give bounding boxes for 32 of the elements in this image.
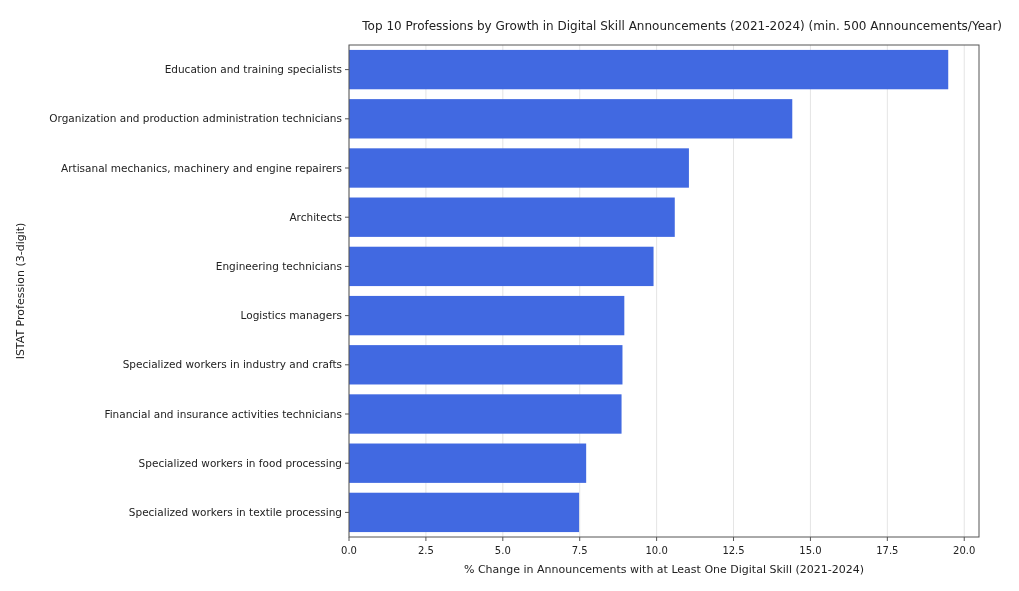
- y-axis-title: ISTAT Profession (3-digit): [14, 222, 27, 360]
- bar: [349, 345, 623, 385]
- bar: [349, 49, 949, 90]
- x-tick-label: 0.0: [341, 545, 357, 556]
- y-tick-label: Specialized workers in textile processing: [128, 506, 342, 519]
- bar: [349, 99, 793, 139]
- y-tick-label: Architects: [289, 210, 342, 223]
- x-tick-label: 10.0: [645, 545, 668, 556]
- y-tick-label: Specialized workers in industry and crafts: [122, 358, 342, 371]
- bar: [349, 246, 654, 287]
- y-tick-label: Artisanal mechanics, machinery and engine repairers: [61, 161, 342, 174]
- x-tick-label: 12.5: [722, 545, 745, 556]
- y-tick-label: Logistics managers: [240, 309, 342, 322]
- x-tick-label: 2.5: [417, 545, 434, 556]
- bar: [349, 197, 675, 237]
- x-tick-label: 7.5: [571, 545, 588, 556]
- chart-title: Top 10 Professions by Growth in Digital Skill Announcements (2021-2024) (min. 500 Announcements/Year): [361, 19, 1002, 33]
- y-tick-label: Engineering technicians: [215, 260, 342, 273]
- bar: [349, 148, 689, 188]
- x-tick-label: 5.0: [494, 545, 511, 556]
- y-tick-label: Specialized workers in food processing: [138, 456, 342, 469]
- bar: [349, 394, 622, 434]
- bar: [349, 443, 587, 483]
- y-tick-label: Organization and production administration technicians: [49, 112, 342, 125]
- x-tick-label: 17.5: [876, 545, 899, 556]
- y-tick-label: Education and training specialists: [164, 63, 342, 76]
- x-axis-title: % Change in Announcements with at Least One Digital Skill (2021-2024): [463, 563, 865, 576]
- x-tick-label: 15.0: [799, 545, 822, 556]
- x-tick-label: 20.0: [953, 545, 976, 556]
- bar: [349, 492, 580, 533]
- bar: [349, 295, 625, 336]
- y-tick-label: Financial and insurance activities technicians: [104, 407, 342, 420]
